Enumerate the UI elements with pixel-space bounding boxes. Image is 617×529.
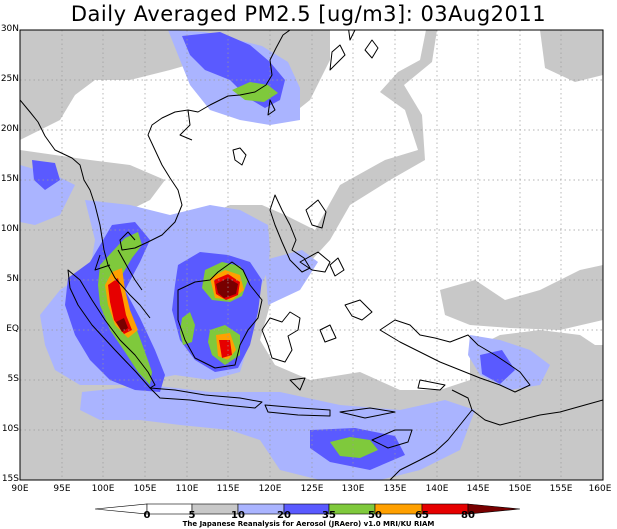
x-tick-label: 115E <box>216 484 240 494</box>
x-tick-label: 160E <box>588 484 612 494</box>
y-tick-label: 10N <box>0 224 19 234</box>
x-tick-label: 150E <box>508 484 532 494</box>
x-tick-label: 120E <box>258 484 282 494</box>
pm25-band-peak <box>116 278 238 332</box>
y-tick-label: EQ <box>6 324 19 334</box>
colorbar-label: 80 <box>461 510 475 521</box>
y-tick-label: 25N <box>0 74 19 84</box>
x-tick-label: 100E <box>91 484 115 494</box>
x-tick-label: 95E <box>53 484 71 494</box>
y-tick-label: 30N <box>0 24 19 34</box>
y-tick-label: 10S <box>1 424 19 434</box>
x-tick-label: 110E <box>175 484 199 494</box>
x-tick-label: 135E <box>383 484 407 494</box>
coastlines <box>20 30 603 480</box>
y-tick-label: 15N <box>0 174 19 184</box>
y-tick-label: 15S <box>1 474 19 484</box>
x-tick-label: 140E <box>425 484 449 494</box>
plot-frame <box>19 29 604 481</box>
x-tick-label: 90E <box>11 484 29 494</box>
colorbar-label: 5 <box>188 510 196 521</box>
colorbar <box>94 503 521 515</box>
y-tick-label: 5S <box>7 374 19 384</box>
colorbar-cell-8 <box>467 503 521 515</box>
y-tick-label: 5N <box>6 274 19 284</box>
credit-text: The Japanese Reanalysis for Aerosol (JRA… <box>182 520 435 528</box>
colorbar-label: 50 <box>368 510 382 521</box>
x-tick-label: 125E <box>300 484 324 494</box>
colorbar-label: 35 <box>322 510 336 521</box>
map-title: Daily Averaged PM2.5 [ug/m3]: 03Aug2011 <box>70 2 547 26</box>
colorbar-label: 0 <box>143 510 151 521</box>
colorbar-label: 65 <box>415 510 429 521</box>
x-tick-label: 155E <box>549 484 573 494</box>
x-tick-label: 145E <box>466 484 490 494</box>
colorbar-label: 10 <box>231 510 245 521</box>
x-tick-label: 130E <box>341 484 365 494</box>
colorbar-label: 20 <box>277 510 291 521</box>
y-tick-label: 20N <box>0 124 19 134</box>
x-tick-label: 105E <box>133 484 157 494</box>
